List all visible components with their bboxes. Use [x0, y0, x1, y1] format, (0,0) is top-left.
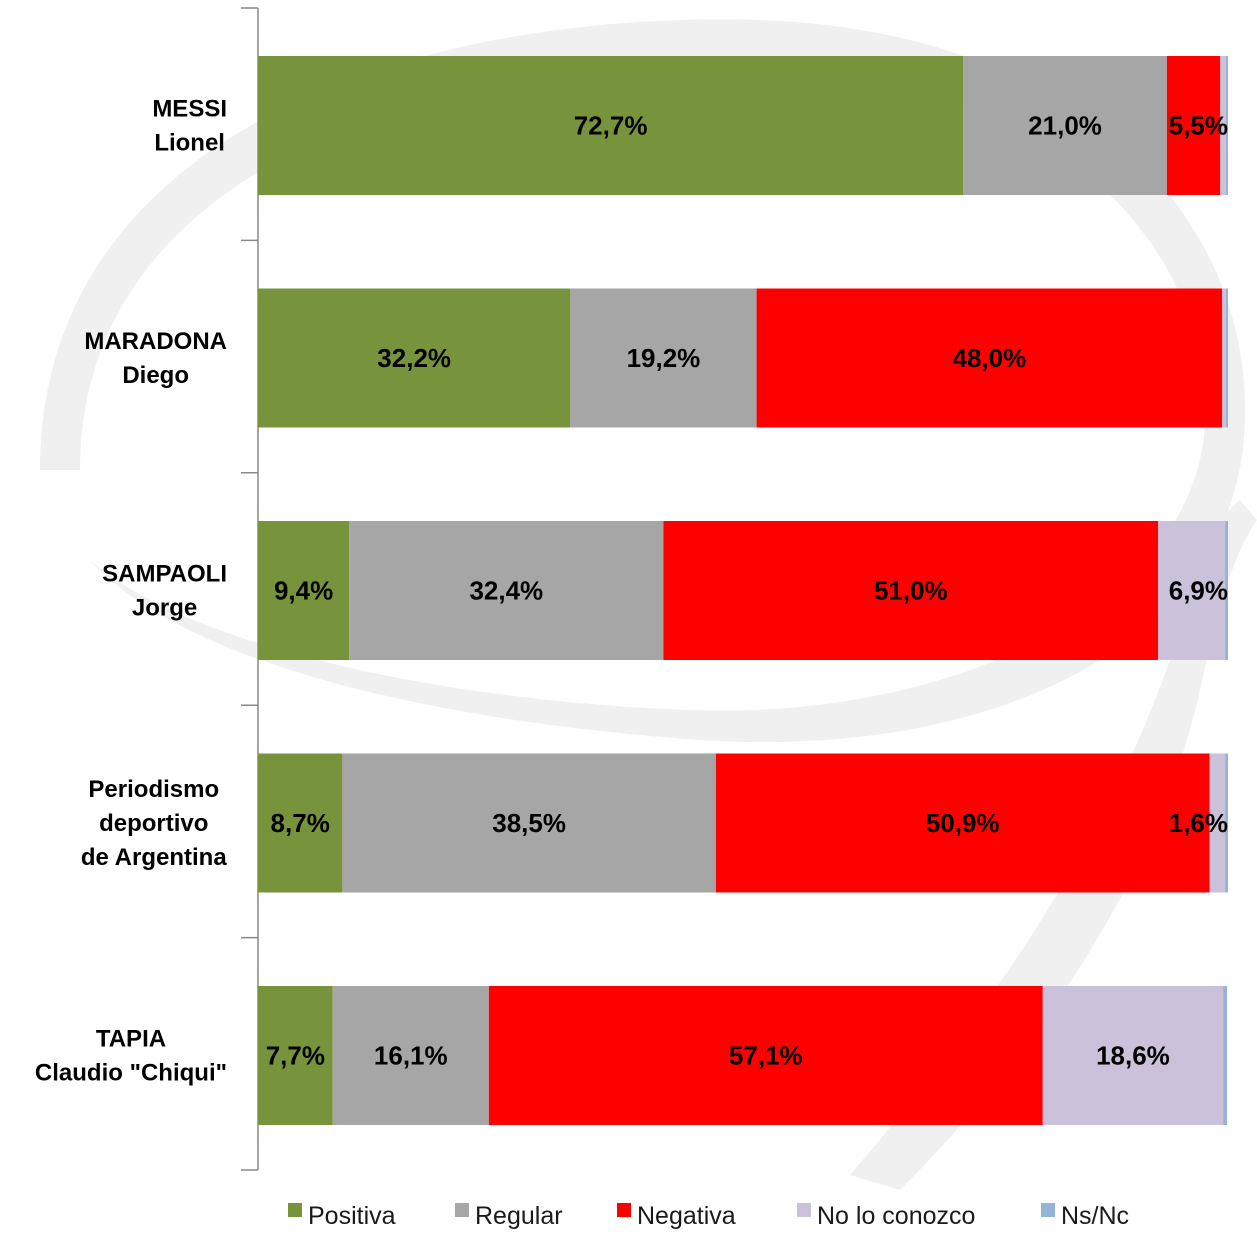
bar-negativa — [1166, 56, 1221, 195]
bar-regular — [570, 288, 757, 428]
data-label: 1,6% — [1169, 808, 1228, 838]
bar-no-lo-conozco — [1209, 753, 1226, 893]
category-label-line: de Argentina — [81, 844, 227, 871]
category-axis — [241, 7, 259, 1171]
bar-positiva — [258, 56, 964, 195]
bar-negativa — [663, 521, 1159, 660]
data-label: 38,5% — [492, 808, 566, 838]
bar-positiva — [258, 521, 350, 660]
bar-regular — [963, 56, 1167, 195]
category-label-line: Diego — [122, 362, 189, 389]
category-label: SAMPAOLI Jorge — [102, 561, 227, 622]
category-label-line: Lionel — [154, 130, 225, 157]
legend-swatch — [288, 1203, 302, 1217]
legend-label: Negativa — [637, 1202, 736, 1230]
data-label: 48,0% — [953, 343, 1027, 373]
bar-ns-nc — [1223, 986, 1228, 1125]
bar-ns-nc — [1225, 521, 1228, 660]
bar-regular — [349, 521, 664, 660]
data-label: 32,4% — [469, 576, 543, 606]
category-label-line: Periodismo — [88, 776, 219, 803]
data-label: 51,0% — [874, 576, 948, 606]
data-label: 50,9% — [926, 808, 1000, 838]
category-labels: MESSI Lionel MARADONA Diego SAMPAOLI Jorge Per… — [35, 96, 227, 1087]
bar-regular — [332, 986, 489, 1125]
legend-swatch — [455, 1203, 469, 1217]
legend-swatch — [797, 1203, 811, 1217]
bar-positiva — [258, 288, 571, 428]
bar-no-lo-conozco — [1220, 56, 1227, 195]
category-label-line: TAPIA — [96, 1026, 166, 1053]
bar-negativa — [715, 753, 1210, 893]
data-label: 6,9% — [1169, 576, 1228, 606]
data-label: 32,2% — [377, 343, 451, 373]
category-label: MESSI Lionel — [152, 96, 227, 157]
legend: Positiva Regular Negativa No lo conozco Ns/N… — [288, 1202, 1129, 1230]
bar-no-lo-conozco — [1222, 288, 1227, 428]
data-label: 8,7% — [271, 808, 330, 838]
data-label: 21,0% — [1028, 111, 1102, 141]
bar-negativa — [756, 288, 1223, 428]
legend-label: Ns/Nc — [1061, 1202, 1129, 1230]
category-label-line: MARADONA — [84, 328, 227, 355]
legend-label: Regular — [475, 1202, 563, 1230]
data-label: 16,1% — [374, 1041, 448, 1071]
bar-ns-nc — [1225, 753, 1228, 893]
category-label-line: deportivo — [99, 810, 208, 837]
data-label: 57,1% — [729, 1041, 803, 1071]
bar-ns-nc — [1226, 288, 1228, 428]
bar-positiva — [258, 986, 333, 1125]
category-label-line: Jorge — [132, 595, 197, 622]
bar-regular — [342, 753, 716, 893]
bar-ns-nc — [1226, 56, 1228, 195]
data-label: 18,6% — [1096, 1041, 1170, 1071]
bar-negativa — [488, 986, 1043, 1125]
bar-no-lo-conozco — [1158, 521, 1226, 660]
category-label-line: Claudio "Chiqui" — [35, 1060, 227, 1087]
bar-positiva — [258, 753, 343, 893]
data-label: 9,4% — [274, 576, 333, 606]
value-labels: 72,7% 21,0% 5,5% 32,2% 19,2% 48,0% 9,4% 32,4% 51… — [266, 111, 1228, 1071]
data-label: 19,2% — [627, 343, 701, 373]
data-label: 5,5% — [1169, 111, 1228, 141]
data-label: 7,7% — [266, 1041, 325, 1071]
legend-swatch — [617, 1203, 631, 1217]
legend-label: Positiva — [308, 1202, 396, 1230]
category-label: Periodismo deportivo de Argentina — [81, 776, 227, 871]
category-label-line: MESSI — [152, 96, 227, 123]
legend-label: No lo conozco — [817, 1202, 975, 1230]
bar-no-lo-conozco — [1042, 986, 1224, 1125]
bars — [258, 56, 1228, 1125]
legend-swatch — [1041, 1203, 1055, 1217]
category-label: TAPIA Claudio "Chiqui" — [35, 1026, 227, 1087]
category-label: MARADONA Diego — [84, 328, 227, 389]
data-label: 72,7% — [574, 111, 648, 141]
category-label-line: SAMPAOLI — [102, 561, 227, 588]
